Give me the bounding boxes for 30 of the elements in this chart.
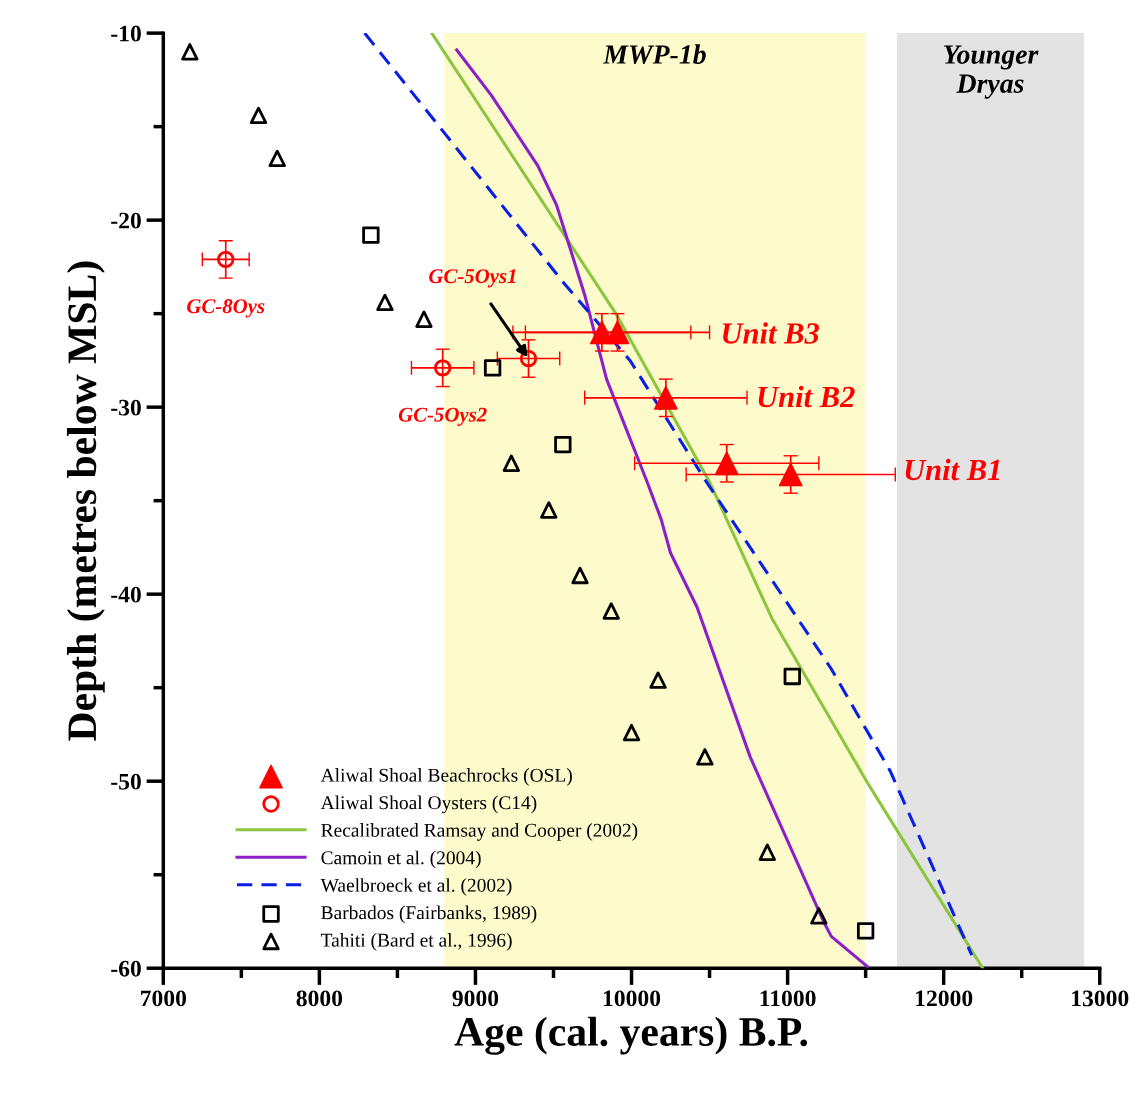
legend-label: Aliwal Shoal Oysters (C14): [320, 795, 537, 814]
legend-label: Tahiti (Bard et al., 1996): [320, 933, 512, 951]
legend-label: Recalibrated Ramsay and Cooper (2002): [321, 823, 638, 841]
x-tick-label: 13000: [1072, 990, 1129, 1007]
x-tick-label: 9000: [452, 990, 499, 1007]
y-axis-title: Depth (metres below MSL): [66, 261, 105, 741]
y-tick-label: -40: [111, 586, 141, 603]
x-tick-label: 7000: [141, 990, 187, 1007]
legend-label: Barbados (Fairbanks, 1989): [321, 905, 537, 924]
annotation: Unit B2: [758, 385, 855, 408]
x-axis-title: Age (cal. years) B.P.: [454, 1016, 808, 1055]
annotation: Unit B3: [722, 322, 819, 344]
x-tick-label: 12000: [916, 990, 973, 1007]
legend-label: Camoin et al. (2004): [321, 850, 481, 869]
annotation: Unit B1: [905, 458, 1000, 481]
legend-label: Waelbroeck et al. (2002): [320, 878, 512, 896]
band-label: Younger Dryas: [944, 45, 1039, 99]
y-tick-label: -10: [111, 25, 141, 42]
legend-label: Aliwal Shoal Beachrocks (OSL): [320, 768, 572, 786]
y-tick-label: -20: [111, 212, 141, 229]
y-tick-label: -50: [111, 773, 141, 790]
band-label: MWP-1b: [602, 44, 706, 65]
x-tick-label: 8000: [296, 990, 343, 1007]
x-tick-label: 11000: [760, 990, 816, 1007]
annotation: GC-8Oys: [187, 299, 265, 318]
annotation: GC-5Oys1: [429, 269, 516, 288]
y-tick-label: -60: [111, 960, 141, 977]
y-tick-label: -30: [111, 399, 141, 416]
x-tick-label: 10000: [603, 990, 661, 1007]
annotation: GC-5Oys2: [398, 407, 487, 426]
